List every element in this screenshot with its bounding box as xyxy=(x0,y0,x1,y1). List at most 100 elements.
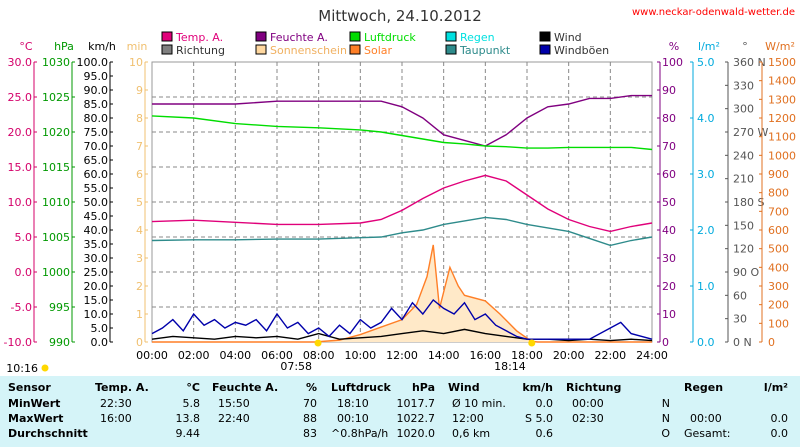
legend-swatch xyxy=(255,31,267,42)
axis-tick-label: 0 xyxy=(136,336,143,349)
axis-tick-label: 1200 xyxy=(768,112,796,125)
axis-tick-label: 100 xyxy=(662,56,683,69)
legend-swatch xyxy=(539,44,551,55)
axis-tick-label: 100 xyxy=(768,317,789,330)
stats-cell: 88 xyxy=(303,412,317,425)
axis-tick-label: 10 xyxy=(662,308,676,321)
chart-legend: Temp. A. Feuchte A. Luftdruck Regen Wind Rich… xyxy=(161,31,609,57)
axis-tick-label: 80 xyxy=(662,112,676,125)
axis-tick-label: 30.0 xyxy=(84,252,109,265)
axis-tick-label: -5.0 xyxy=(11,301,32,314)
chart-series xyxy=(151,94,653,343)
sunrise-icon xyxy=(314,339,322,347)
x-tick-label: 10:00 xyxy=(344,349,376,362)
axis-tick-label: 4 xyxy=(136,224,143,237)
axis-tick-label: 600 xyxy=(768,224,789,237)
stats-row-label: MinWert xyxy=(8,397,61,410)
legend-swatch xyxy=(161,31,173,42)
stats-header-rain-unit: l/m² xyxy=(763,381,788,394)
legend-label: Windböen xyxy=(554,44,609,57)
stats-cell: 0.0 xyxy=(770,412,789,425)
stats-header-press-unit: hPa xyxy=(411,381,435,394)
axis-unit-label: km/h xyxy=(88,40,116,53)
axis-tick-label: 10 xyxy=(129,56,143,69)
axis-tick-label: 5.0 xyxy=(697,56,715,69)
axis-tick-label: 400 xyxy=(768,261,789,274)
axis-tick-label: 300 xyxy=(768,280,789,293)
axis-tick-label: 30 xyxy=(733,313,747,326)
axis-tick-label: 900 xyxy=(768,168,789,181)
stats-header-wind: Wind xyxy=(448,381,480,394)
axis-tick-label: 35.0 xyxy=(84,238,109,251)
x-tick-label: 14:00 xyxy=(428,349,460,362)
axis-tick-label: 360 N xyxy=(733,56,766,69)
stats-header-temp-unit: °C xyxy=(186,381,200,394)
stats-cell: 02:30 xyxy=(572,412,604,425)
stats-header-press: Luftdruck xyxy=(331,381,391,394)
x-tick-label: 18:00 xyxy=(511,349,543,362)
axis-tick-label: 50 xyxy=(662,196,676,209)
axis-tick-label: 85.0 xyxy=(84,98,109,111)
axis-tick-label: 3 xyxy=(136,252,143,265)
x-tick-label: 08:00 xyxy=(303,349,335,362)
right-axes: %1009080706050403020100l/m²5.04.03.02.01… xyxy=(657,40,796,349)
axis-tick-label: 120 xyxy=(733,243,754,256)
axis-tick-label: 240 xyxy=(733,149,754,162)
series-line-taupunkt xyxy=(151,216,653,247)
legend-swatch xyxy=(445,31,457,42)
stats-cell: 00:10 xyxy=(337,412,369,425)
legend-label: Richtung xyxy=(176,44,225,57)
legend-label: Wind xyxy=(554,31,582,44)
start-marker-icon xyxy=(41,364,49,372)
stats-cell: 12:00 xyxy=(452,412,484,425)
stats-cell: O xyxy=(661,427,670,440)
left-axes: °C30.025.020.015.010.05.00.0-5.0-10.0hPa… xyxy=(4,40,148,349)
series-line-feuchte-a- xyxy=(152,94,652,147)
axis-tick-label: 3.0 xyxy=(697,168,715,181)
axis-tick-label: 1 xyxy=(136,308,143,321)
axis-tick-label: 1300 xyxy=(768,93,796,106)
x-tick-label: 04:00 xyxy=(219,349,251,362)
axis-tick-label: 60 xyxy=(662,168,676,181)
legend-swatch xyxy=(349,31,361,42)
axis-tick-label: 40 xyxy=(662,224,676,237)
axis-tick-label: 1005 xyxy=(42,231,70,244)
stats-header-temp: Temp. A. xyxy=(95,381,149,394)
stats-cell: 0.0 xyxy=(535,397,554,410)
series-line-solar xyxy=(152,244,652,343)
axis-tick-label: 270 W xyxy=(733,126,768,139)
axis-tick-label: 55.0 xyxy=(84,182,109,195)
legend-label: Sonnenschein xyxy=(270,44,347,57)
stats-cell: 18:10 xyxy=(337,397,369,410)
stats-cell: N xyxy=(661,412,670,425)
axis-tick-label: 65.0 xyxy=(84,154,109,167)
axis-tick-label: 1025 xyxy=(42,91,70,104)
stats-header-rain: Regen xyxy=(684,381,724,394)
axis-tick-label: 30 xyxy=(662,252,676,265)
chart-grid xyxy=(152,62,652,342)
axis-tick-label: 1010 xyxy=(42,196,70,209)
x-axis: 00:00 02:00 04:00 06:00 08:00 10:00 12:00 14:00… xyxy=(6,339,668,375)
axis-tick-label: 90 xyxy=(662,84,676,97)
stats-row-label: Durchschnitt xyxy=(8,427,88,440)
axis-tick-label: 800 xyxy=(768,187,789,200)
legend-label: Taupunkt xyxy=(459,44,511,57)
stats-header-wind-unit: km/h xyxy=(522,381,553,394)
x-tick-label: 24:00 xyxy=(636,349,668,362)
axis-tick-label: 75.0 xyxy=(84,126,109,139)
stats-cell: 22:40 xyxy=(218,412,250,425)
axis-unit-label: l/m² xyxy=(698,40,720,53)
x-tick-label: 00:00 xyxy=(136,349,168,362)
x-tick-label: 16:00 xyxy=(469,349,501,362)
stats-cell: Gesamt: xyxy=(684,427,731,440)
stats-cell: 5.8 xyxy=(182,397,201,410)
axis-tick-label: 70 xyxy=(662,140,676,153)
stats-header-sensor: Sensor xyxy=(8,381,51,394)
chart-title: Mittwoch, 24.10.2012 xyxy=(318,7,482,25)
axis-tick-label: 0 N xyxy=(733,336,752,349)
axis-tick-label: 500 xyxy=(768,243,789,256)
axis-tick-label: 330 xyxy=(733,79,754,92)
axis-tick-label: 1020 xyxy=(42,126,70,139)
stats-table: Sensor Temp. A. °C Feuchte A. % Luftdruc… xyxy=(0,376,800,447)
axis-tick-label: 95.0 xyxy=(84,70,109,83)
